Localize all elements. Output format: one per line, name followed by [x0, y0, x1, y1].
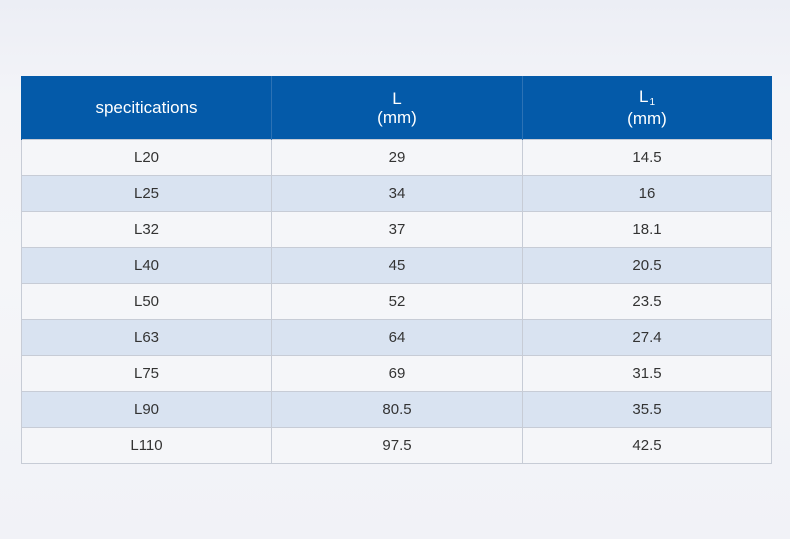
cell-l1: 31.5 — [522, 355, 772, 392]
table-row: L50 52 23.5 — [21, 283, 772, 320]
table-header: specitications L (mm) L1 (mm) — [21, 76, 772, 140]
header-l1-name: L — [638, 87, 649, 106]
cell-spec: L75 — [21, 355, 272, 392]
cell-l: 34 — [271, 175, 523, 212]
table-row: L25 34 16 — [21, 175, 772, 212]
header-l1-subscript: 1 — [649, 97, 656, 108]
table-row: L63 64 27.4 — [21, 319, 772, 356]
table-row: L75 69 31.5 — [21, 355, 772, 392]
cell-l: 69 — [271, 355, 523, 392]
header-l1-unit: (mm) — [627, 109, 667, 128]
header-spec-label: specitications — [95, 98, 198, 117]
cell-l1: 27.4 — [522, 319, 772, 356]
cell-spec: L32 — [21, 211, 272, 248]
cell-spec: L110 — [21, 427, 272, 464]
cell-spec: L25 — [21, 175, 272, 212]
cell-spec: L40 — [21, 247, 272, 284]
spec-table: specitications L (mm) L1 (mm) L20 29 14.… — [21, 76, 772, 464]
header-l1: L1 (mm) — [522, 76, 772, 140]
cell-spec: L50 — [21, 283, 272, 320]
cell-spec: L20 — [21, 139, 272, 176]
cell-l1: 20.5 — [522, 247, 772, 284]
table-row: L40 45 20.5 — [21, 247, 772, 284]
header-l1-symbol: L1 — [523, 87, 771, 109]
cell-spec: L90 — [21, 391, 272, 428]
header-l: L (mm) — [271, 76, 523, 140]
cell-l: 37 — [271, 211, 523, 248]
cell-l: 80.5 — [271, 391, 523, 428]
cell-l: 64 — [271, 319, 523, 356]
table-row: L90 80.5 35.5 — [21, 391, 772, 428]
header-l-unit: (mm) — [377, 107, 417, 127]
cell-l1: 16 — [522, 175, 772, 212]
cell-l1: 18.1 — [522, 211, 772, 248]
spec-table-container: specitications L (mm) L1 (mm) L20 29 14.… — [21, 76, 772, 464]
cell-l1: 35.5 — [522, 391, 772, 428]
cell-l: 97.5 — [271, 427, 523, 464]
table-row: L32 37 18.1 — [21, 211, 772, 248]
header-spec: specitications — [21, 76, 272, 140]
cell-l1: 23.5 — [522, 283, 772, 320]
table-row: L20 29 14.5 — [21, 139, 772, 176]
cell-l1: 14.5 — [522, 139, 772, 176]
header-row: specitications L (mm) L1 (mm) — [21, 76, 772, 140]
cell-l: 29 — [271, 139, 523, 176]
table-row: L110 97.5 42.5 — [21, 427, 772, 464]
cell-l: 52 — [271, 283, 523, 320]
header-l-name: L — [392, 88, 402, 108]
table-body: L20 29 14.5 L25 34 16 L32 37 18.1 L40 45… — [21, 139, 772, 464]
cell-l: 45 — [271, 247, 523, 284]
cell-l1: 42.5 — [522, 427, 772, 464]
cell-spec: L63 — [21, 319, 272, 356]
